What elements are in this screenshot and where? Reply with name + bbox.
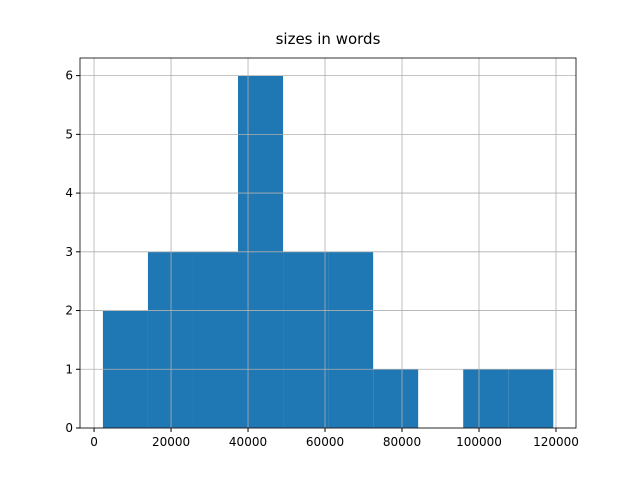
x-tick-label: 40000 <box>229 435 267 449</box>
x-tick-label: 80000 <box>383 435 421 449</box>
y-tick-label: 1 <box>65 362 73 376</box>
y-tick-label: 0 <box>65 421 73 435</box>
bar <box>192 251 239 428</box>
bar <box>373 369 419 428</box>
y-tick-label: 3 <box>65 245 73 259</box>
y-tick-label: 6 <box>65 69 73 83</box>
y-tick-label: 5 <box>65 127 73 141</box>
x-tick-label: 0 <box>90 435 98 449</box>
bar <box>147 251 193 428</box>
chart-title: sizes in words <box>276 30 381 48</box>
bar <box>508 369 554 428</box>
x-tick-label: 120000 <box>533 435 579 449</box>
axes-frame <box>79 57 577 429</box>
x-tick-label: 100000 <box>456 435 502 449</box>
bar <box>463 369 509 428</box>
y-tick-label: 2 <box>65 304 73 318</box>
bar <box>283 251 329 428</box>
y-tick-label: 4 <box>65 186 73 200</box>
bar <box>328 251 374 428</box>
x-tick-label: 60000 <box>306 435 344 449</box>
x-tick-label: 20000 <box>152 435 190 449</box>
